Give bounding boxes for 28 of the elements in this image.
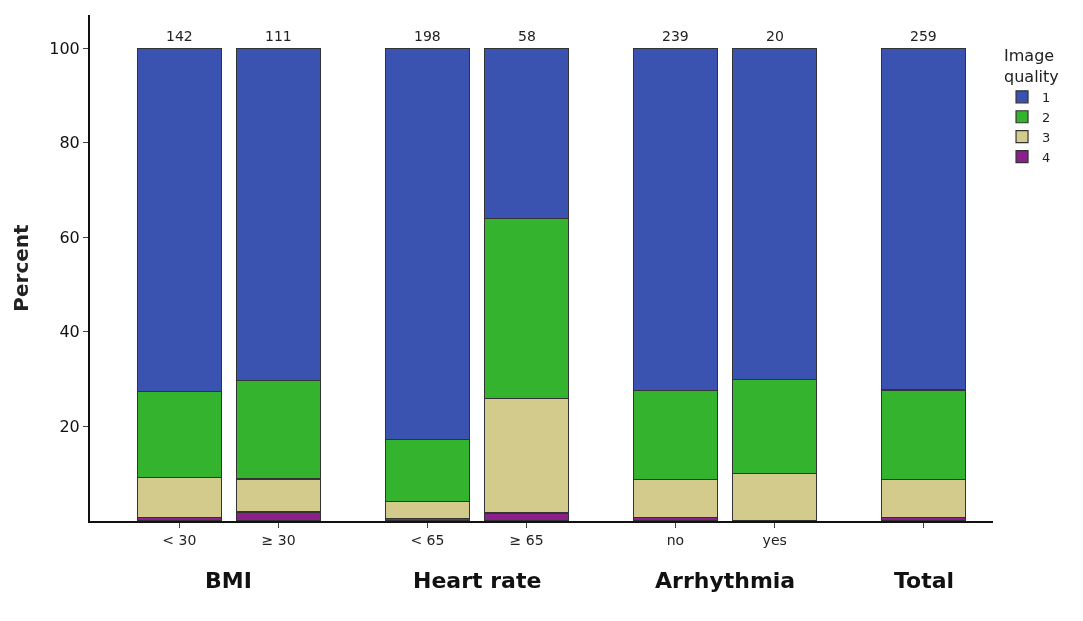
annotation: 198 — [414, 28, 441, 44]
x-tick-label: no — [666, 531, 685, 548]
x-tick-label: < 30 — [162, 531, 197, 548]
y-tick-label: 100 — [49, 38, 80, 58]
annotation: 20 — [766, 28, 784, 44]
y-tick-label: 40 — [59, 322, 80, 342]
text: BMI — [205, 568, 252, 593]
x-tick-label: ≥ 30 — [261, 531, 296, 548]
legend-label: 4 — [1042, 149, 1051, 165]
y-tick-label: 60 — [59, 227, 80, 247]
legend-title: Image quality — [1004, 46, 1059, 86]
x-tick-label: ≥ 65 — [509, 531, 544, 548]
legend-label: 1 — [1042, 89, 1051, 105]
annotation: 111 — [265, 28, 292, 44]
annotation: 142 — [166, 28, 193, 44]
x-tick-label: yes — [762, 531, 787, 548]
y-tick-label: 80 — [59, 133, 80, 153]
annotation: 239 — [662, 28, 689, 44]
text: Heart rate — [413, 568, 542, 593]
annotation: 58 — [518, 28, 536, 44]
text: Total — [894, 568, 955, 593]
y-tick-label: 20 — [59, 417, 80, 437]
legend-label: 2 — [1042, 109, 1051, 125]
x-tick-label: < 65 — [410, 531, 445, 548]
text: Arrhythmia — [655, 568, 796, 593]
y-axis-title: Percent — [9, 223, 34, 312]
legend-label: 3 — [1042, 129, 1051, 145]
annotation: 259 — [910, 28, 937, 44]
